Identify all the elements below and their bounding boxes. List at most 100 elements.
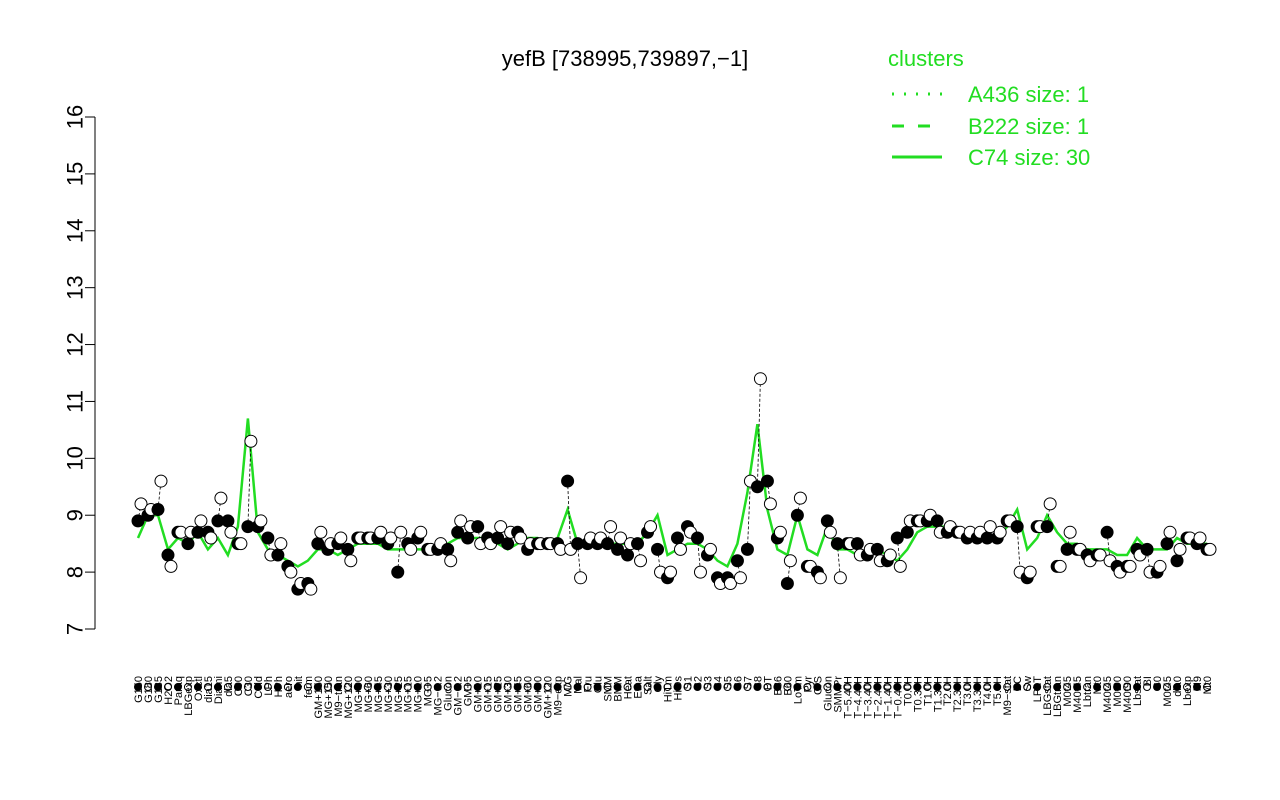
x-tick-label: T−2.40H bbox=[872, 676, 884, 719]
x-tick-label: M0t45 bbox=[1162, 676, 1174, 707]
rug-mark bbox=[793, 683, 802, 691]
data-point-open bbox=[993, 525, 1007, 539]
data-point-filled bbox=[621, 548, 635, 562]
rug-mark bbox=[873, 683, 882, 691]
x-tick-label: T−3.40H bbox=[862, 676, 874, 719]
rug-mark bbox=[813, 683, 822, 691]
x-tick-label: LBGtran bbox=[1052, 676, 1064, 717]
data-point-filled bbox=[561, 474, 575, 488]
x-tick-label: Fru bbox=[583, 676, 595, 693]
rug-mark bbox=[333, 683, 342, 691]
rug-mark bbox=[203, 683, 212, 691]
x-tick-label: T2.0H bbox=[942, 676, 954, 706]
point-connector bbox=[747, 481, 751, 550]
y-tick-label: 8 bbox=[63, 566, 88, 578]
y-tick-label: 13 bbox=[63, 275, 88, 299]
rug-mark bbox=[393, 683, 402, 691]
data-point-filled bbox=[501, 537, 515, 551]
rug-mark bbox=[1133, 683, 1142, 691]
data-point-filled bbox=[1140, 542, 1154, 556]
data-point-filled bbox=[930, 514, 944, 528]
rug-mark bbox=[723, 683, 732, 691]
data-point-open bbox=[1203, 542, 1217, 556]
x-tick-label: T4.0H bbox=[982, 676, 994, 706]
rug-mark bbox=[523, 683, 532, 691]
rug-mark bbox=[683, 683, 692, 691]
data-point-filled bbox=[1100, 525, 1114, 539]
y-tick-label: 9 bbox=[63, 509, 88, 521]
data-point-open bbox=[634, 554, 648, 568]
y-tick-label: 14 bbox=[63, 219, 88, 243]
data-point-open bbox=[813, 571, 827, 585]
data-point-open bbox=[1053, 559, 1067, 573]
legend-entry-b222: B222 size: 1 bbox=[968, 114, 1089, 139]
x-tick-label: M9−exp bbox=[553, 676, 565, 715]
point-connector bbox=[1146, 549, 1151, 573]
x-tick-label: Glucon bbox=[822, 676, 834, 711]
rug-mark bbox=[973, 683, 982, 691]
data-point-filled bbox=[221, 514, 235, 528]
rug-mark bbox=[713, 683, 722, 691]
data-point-open bbox=[314, 525, 328, 539]
rug-mark bbox=[633, 683, 642, 691]
x-tick-label: GM+30 bbox=[503, 676, 515, 712]
x-tick-label: M0t45 bbox=[1062, 676, 1074, 707]
x-tick-label: LoTm bbox=[792, 676, 804, 704]
y-tick-label: 15 bbox=[63, 162, 88, 186]
data-point-open bbox=[793, 491, 807, 505]
x-tick-label: S5 bbox=[722, 676, 734, 689]
x-tick-label: Mt0 bbox=[1092, 676, 1104, 694]
rug-mark bbox=[443, 683, 452, 691]
rug-mark bbox=[1053, 683, 1062, 691]
rug-mark bbox=[883, 683, 892, 691]
x-tick-label: LBGstat bbox=[1042, 676, 1054, 716]
point-connector bbox=[397, 532, 402, 573]
x-tick-label: Paraq bbox=[173, 676, 185, 705]
y-tick-label: 12 bbox=[63, 332, 88, 356]
y-tick-label: 10 bbox=[63, 446, 88, 470]
data-point-open bbox=[763, 497, 777, 511]
data-point-open bbox=[703, 542, 717, 556]
rug-mark bbox=[1113, 683, 1122, 691]
rug-mark bbox=[1153, 683, 1162, 691]
x-tick-label: MG−0.2 bbox=[433, 676, 445, 715]
x-tick-label: T−0.40H bbox=[892, 676, 904, 719]
data-point-open bbox=[1093, 548, 1107, 562]
rug-mark bbox=[613, 683, 622, 691]
x-tick-label: MG+30 bbox=[383, 676, 395, 712]
data-point-open bbox=[374, 525, 388, 539]
x-tick-label: T−5.40H bbox=[842, 676, 854, 719]
x-tick-label: GM+15 bbox=[483, 676, 495, 712]
point-connector bbox=[567, 481, 571, 550]
data-point-open bbox=[404, 542, 418, 556]
rug-mark bbox=[253, 683, 262, 691]
series-line-group bbox=[136, 418, 1207, 569]
rug-mark bbox=[623, 683, 632, 691]
series-line-c74 bbox=[136, 418, 1207, 569]
y-axis: 7 8 9 10 11 12 13 14 15 16 bbox=[63, 105, 96, 635]
rug-mark bbox=[473, 683, 482, 691]
rug-mark bbox=[653, 683, 662, 691]
data-point-open bbox=[1163, 525, 1177, 539]
rug-mark bbox=[753, 683, 762, 691]
rug-mark bbox=[153, 683, 162, 691]
x-tick-labels-group: G150G180G135H2O2ParaqLBGexpOxctldia15Dia… bbox=[133, 675, 1214, 718]
rug-mark bbox=[173, 683, 182, 691]
x-tick-label: Diami bbox=[213, 676, 225, 704]
data-point-filled bbox=[890, 531, 904, 545]
x-tick-label: T−1.40H bbox=[882, 676, 894, 719]
rug-mark bbox=[343, 683, 352, 691]
rug-mark bbox=[1013, 683, 1022, 691]
data-point-open bbox=[1153, 559, 1167, 573]
x-tick-label: Salt bbox=[643, 676, 655, 695]
chart-title: yefB [738995,739897,−1] bbox=[502, 46, 749, 71]
data-point-filled bbox=[631, 537, 645, 551]
rug-mark bbox=[833, 683, 842, 691]
x-tick-label: MG+120 bbox=[343, 676, 355, 719]
rug-mark bbox=[733, 683, 742, 691]
x-tick-label: T−4.40H bbox=[852, 676, 864, 719]
data-point-open bbox=[444, 554, 458, 568]
data-point-open bbox=[254, 514, 268, 528]
x-tick-label: S2 bbox=[693, 676, 705, 689]
x-tick-label: S3 bbox=[703, 676, 715, 689]
